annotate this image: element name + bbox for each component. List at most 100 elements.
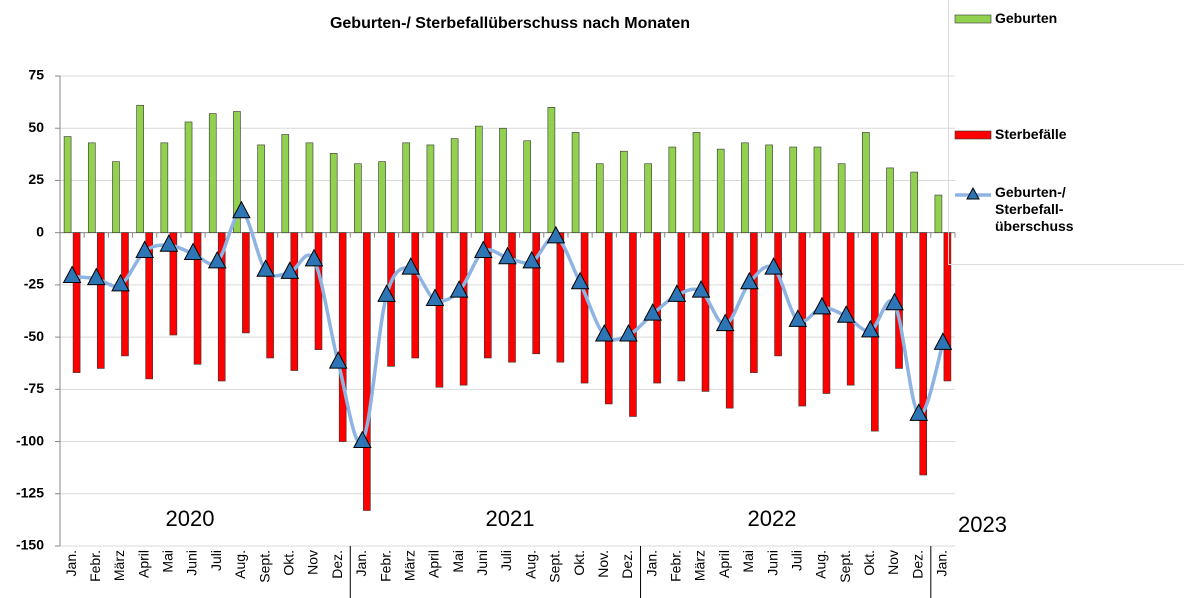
marker xyxy=(836,305,856,323)
bar xyxy=(595,163,604,233)
bar xyxy=(919,232,928,476)
x-tick-label: Juni xyxy=(184,550,200,576)
y-tick-label: 75 xyxy=(28,67,44,83)
bar xyxy=(378,161,386,233)
x-tick-label: Juni xyxy=(764,550,780,576)
bar xyxy=(556,232,565,363)
x-tick-label: April xyxy=(135,550,151,578)
bar xyxy=(193,232,202,365)
bar xyxy=(716,148,725,233)
bar xyxy=(789,146,798,233)
bar xyxy=(402,142,411,233)
bar xyxy=(121,232,129,357)
marker xyxy=(522,250,542,269)
bar xyxy=(677,232,686,382)
marker xyxy=(885,292,904,311)
marker xyxy=(933,332,953,350)
legend-swatch xyxy=(955,186,991,200)
legend: Geburten Sterbefälle Geburten-/ Sterbefall… xyxy=(948,0,1184,265)
x-tick-label: Sept. xyxy=(256,550,272,583)
marker xyxy=(643,303,662,321)
x-tick-label: Okt. xyxy=(571,550,587,576)
legend-item: Geburten-/ Sterbefall-überschuss xyxy=(953,184,1105,235)
swatch xyxy=(954,130,992,140)
marker xyxy=(619,323,638,342)
legend-label: Sterbefälle xyxy=(995,126,1067,142)
bar xyxy=(475,125,483,233)
marker xyxy=(546,225,566,244)
bar xyxy=(233,111,241,233)
bar xyxy=(290,232,299,371)
marker xyxy=(62,265,82,284)
x-tick-label: Aug. xyxy=(813,550,829,579)
x-tick-label: Dez. xyxy=(909,550,925,579)
bar xyxy=(620,150,628,233)
marker xyxy=(86,267,106,286)
bar xyxy=(242,232,250,334)
bar xyxy=(184,121,193,233)
x-tick-label: Aug. xyxy=(232,550,248,579)
bar xyxy=(813,146,822,233)
marker xyxy=(788,309,808,327)
bar xyxy=(208,113,217,233)
marker xyxy=(183,242,203,261)
bar xyxy=(145,232,153,380)
marker xyxy=(498,246,517,265)
bar xyxy=(257,144,265,233)
x-tick-label: Juli xyxy=(208,550,224,571)
marker xyxy=(304,248,324,267)
bar xyxy=(580,232,589,384)
bar xyxy=(837,163,846,233)
marker xyxy=(207,250,227,269)
bar xyxy=(63,136,72,233)
x-tick-label: Nov xyxy=(305,550,321,575)
x-tick-label: Jan. xyxy=(934,550,950,576)
legend-item: Geburten xyxy=(953,10,1105,28)
bar xyxy=(604,232,613,405)
marker xyxy=(232,200,251,219)
x-tick-label: April xyxy=(716,550,732,578)
bar xyxy=(774,232,782,357)
marker xyxy=(861,319,880,338)
bar xyxy=(934,194,943,233)
bar xyxy=(354,163,362,233)
year-label: 2021 xyxy=(486,506,535,531)
bar xyxy=(329,152,338,233)
x-tick-label: Dez. xyxy=(329,550,345,579)
bar xyxy=(886,167,894,233)
marker xyxy=(764,257,783,275)
bar xyxy=(72,232,81,373)
x-tick-label: Juli xyxy=(498,550,514,571)
year-label: 2022 xyxy=(748,506,797,531)
bar xyxy=(160,142,169,233)
bar xyxy=(266,232,274,359)
bar xyxy=(523,140,531,233)
bar xyxy=(338,232,347,442)
y-tick-label: 0 xyxy=(36,223,44,239)
bar xyxy=(741,142,749,233)
chart-title: Geburten-/ Sterbefallüberschuss nach Mon… xyxy=(330,15,690,32)
x-tick-label: Okt. xyxy=(861,550,877,576)
bar xyxy=(943,232,952,382)
marker xyxy=(570,271,590,290)
legend-swatch xyxy=(954,14,992,24)
marker xyxy=(159,234,179,252)
bar xyxy=(862,132,870,233)
legend-label: Geburten xyxy=(995,10,1058,26)
bar xyxy=(532,232,540,355)
x-tick-label: Sept. xyxy=(547,550,563,583)
bar xyxy=(668,146,677,233)
x-tick-label: April xyxy=(426,550,442,578)
marker xyxy=(594,323,614,342)
year-label: 2023 xyxy=(958,512,1007,537)
bar xyxy=(87,142,96,233)
x-tick-label: Febr. xyxy=(87,550,103,582)
marker xyxy=(353,430,372,449)
bar xyxy=(750,232,758,373)
bar xyxy=(136,104,144,233)
x-tick-label: Febr. xyxy=(377,550,393,582)
marker xyxy=(425,288,445,307)
marker xyxy=(135,240,154,258)
marker xyxy=(328,351,348,369)
